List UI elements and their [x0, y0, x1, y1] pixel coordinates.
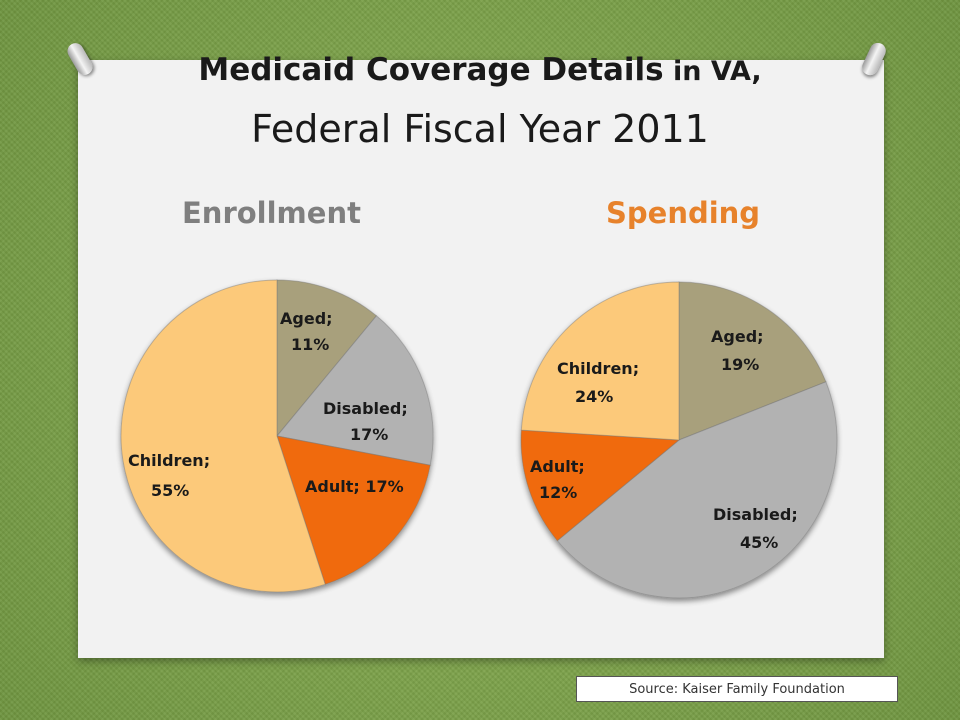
- spending-slice-disabled: [556, 381, 838, 599]
- source-note: Source: Kaiser Family Foundation: [576, 676, 898, 702]
- spending-value-aged: 19%: [721, 355, 759, 374]
- spending-value-adult: 12%: [539, 483, 577, 502]
- spending-label-aged: Aged;: [711, 327, 764, 346]
- enrollment-slice-disabled: [276, 315, 434, 466]
- enrollment-label-aged: Aged;: [280, 309, 333, 328]
- spending-label-disabled: Disabled;: [713, 505, 798, 524]
- spending-value-children: 24%: [575, 387, 613, 406]
- spending-label-adult: Adult;: [530, 457, 585, 476]
- enrollment-slice-aged: [276, 279, 378, 438]
- enrollment-pie: [120, 279, 434, 593]
- enrollment-chart-title: Enrollment: [182, 196, 361, 230]
- slide-title: Medicaid Coverage Details in VA,: [0, 52, 960, 88]
- spending-chart-title: Spending: [606, 196, 761, 230]
- enrollment-label-adult: Adult; 17%: [305, 477, 404, 496]
- spending-slice-adult: [520, 429, 681, 542]
- enrollment-slice-children: [120, 279, 326, 593]
- enrollment-value-aged: 11%: [291, 335, 329, 354]
- spending-value-disabled: 45%: [740, 533, 778, 552]
- enrollment-value-children: 55%: [151, 481, 189, 500]
- spending-slice-aged: [678, 281, 827, 441]
- slide-title-main: Medicaid Coverage Details: [198, 52, 664, 88]
- enrollment-slice-adult: [276, 435, 431, 585]
- enrollment-value-disabled: 17%: [350, 425, 388, 444]
- spending-slice-children: [520, 281, 680, 441]
- slide-title-suffix: in VA,: [663, 56, 762, 87]
- spending-pie: [520, 281, 838, 599]
- enrollment-label-disabled: Disabled;: [323, 399, 408, 418]
- spending-label-children: Children;: [557, 359, 639, 378]
- enrollment-label-children: Children;: [128, 451, 210, 470]
- slide-subtitle: Federal Fiscal Year 2011: [251, 107, 709, 151]
